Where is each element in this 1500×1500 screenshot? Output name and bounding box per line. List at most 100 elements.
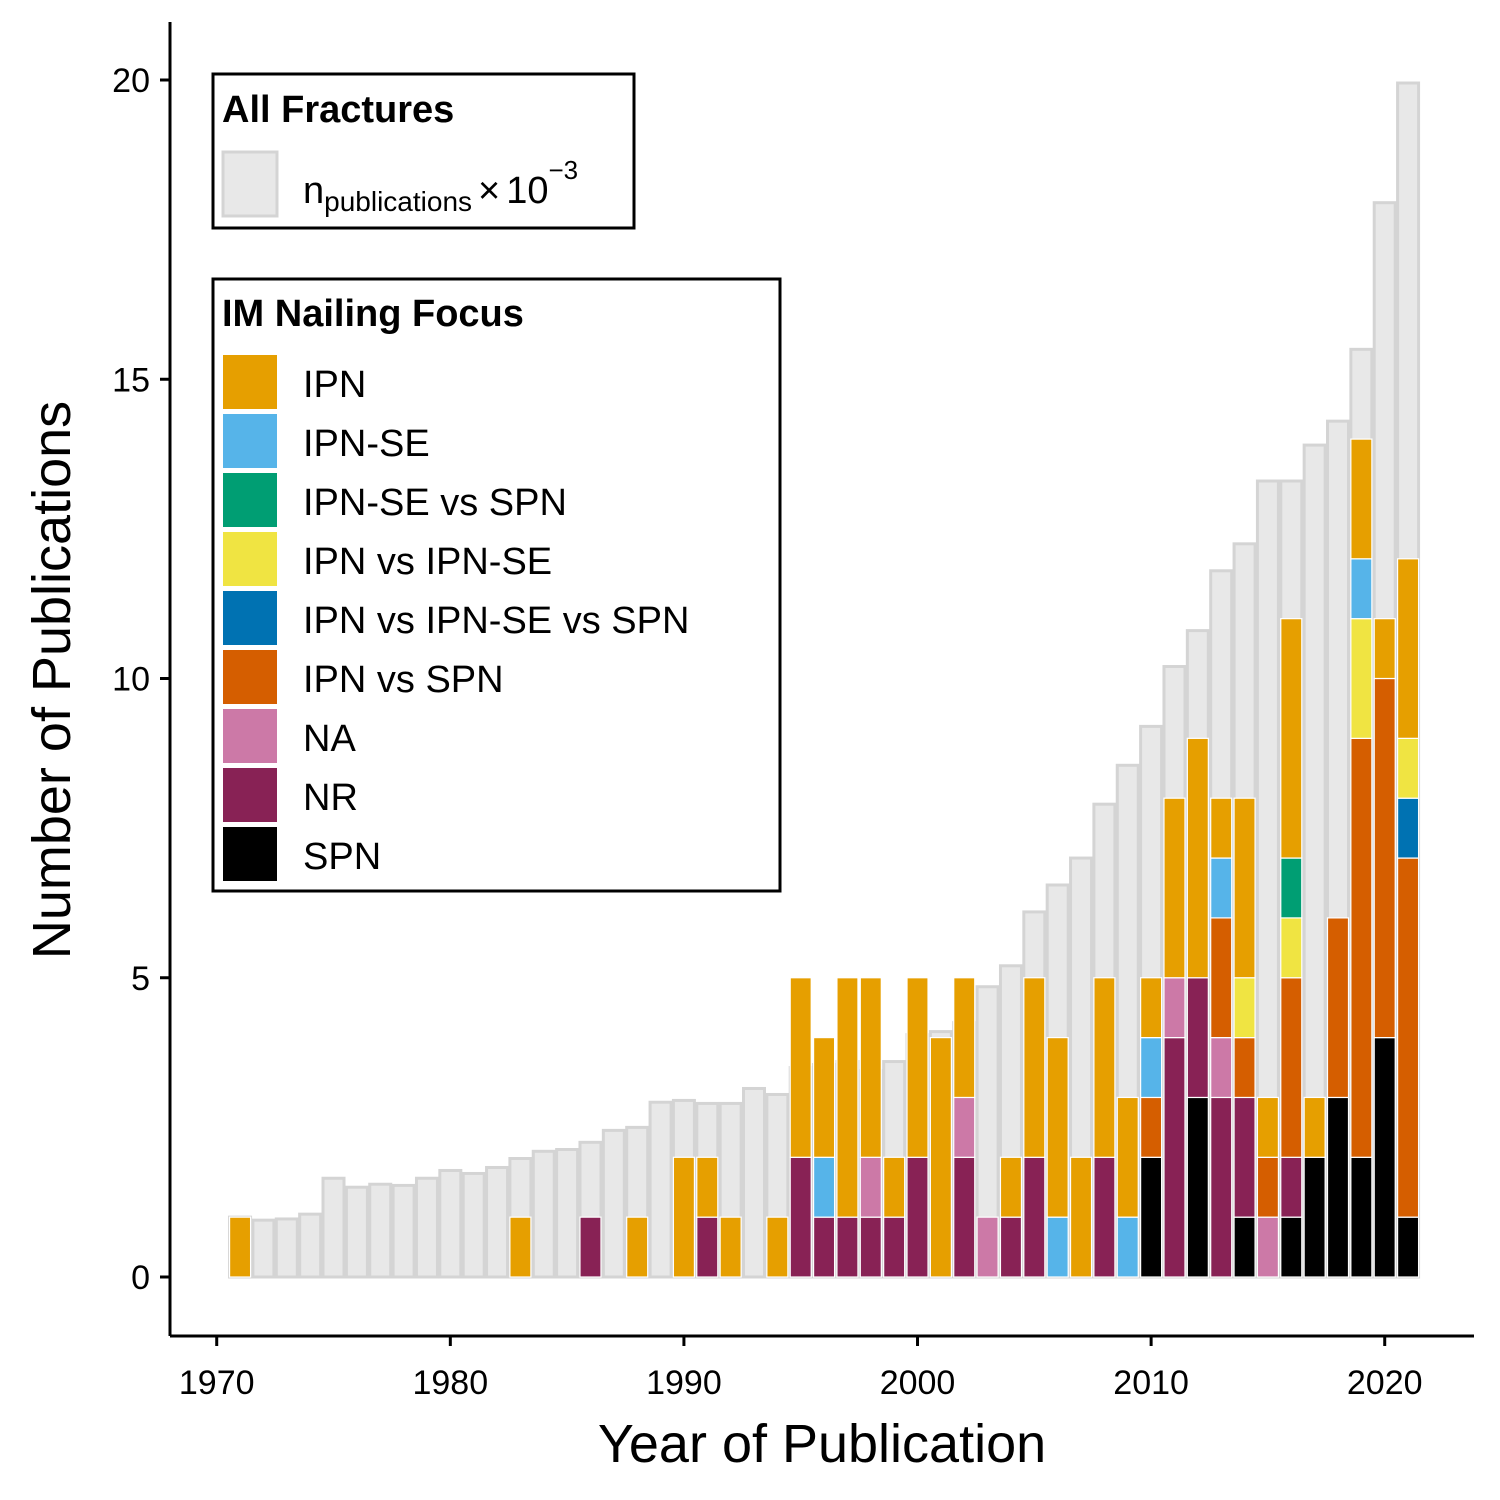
bar-ipn-1997 (836, 977, 859, 1218)
legend-label-ipn-se-vs-spn: IPN-SE vs SPN (303, 482, 567, 524)
bar-ipn-1990 (672, 1156, 696, 1278)
bar-spn-2012 (1186, 1096, 1209, 1278)
bar-spn-2019 (1350, 1156, 1373, 1278)
x-tick-label-2020: 2020 (1347, 1364, 1423, 1402)
bar-nr-1998 (859, 1216, 882, 1278)
legend-all-fractures: All Fractures npublications × 10−3 (211, 72, 636, 230)
legend-im-nailing-box (211, 277, 782, 893)
bar-spn-2010 (1140, 1156, 1163, 1278)
bar-ipn-se-2009 (1116, 1216, 1139, 1278)
bar-nr-1996 (812, 1216, 836, 1278)
bar-ipn-2016 (1280, 618, 1303, 859)
legend-label-ipn-se: IPN-SE (303, 423, 430, 465)
all-fractures-bar-1974 (298, 1212, 323, 1279)
legend-label-na: NA (303, 718, 356, 760)
bar-ipn-2012 (1186, 737, 1209, 979)
y-tick-label-10: 10 (112, 661, 150, 699)
all-fractures-bar-1976 (344, 1185, 369, 1279)
x-ticks-group: 1970 1980 1990 2000 2010 2020 (179, 1336, 1423, 1402)
y-axis-title: Number of Publications (22, 401, 82, 959)
bar-ipn-2021 (1396, 558, 1420, 739)
bar-ipn-2015 (1256, 1096, 1280, 1158)
y-tick-label-20: 20 (112, 62, 150, 100)
bar-ipn-2002 (953, 977, 976, 1099)
bar-nr-2004 (999, 1216, 1023, 1278)
y-ticks-group: 0 5 10 15 20 (112, 62, 170, 1297)
bar-ipn-1999 (883, 1156, 906, 1218)
all-fractures-bar-1975 (321, 1176, 346, 1279)
bar-spn-2016 (1280, 1216, 1303, 1278)
bar-nr-1986 (579, 1216, 602, 1278)
bar-nr-2012 (1186, 977, 1209, 1099)
bar-nr-1999 (883, 1216, 906, 1278)
bar-spn-2020 (1373, 1036, 1396, 1278)
bar-nr-2008 (1093, 1156, 1116, 1278)
y-tick-label-5: 5 (131, 960, 150, 998)
bar-ipn-vs-spn-2013 (1210, 917, 1233, 1039)
legend-label-ipn-vs-ipn-se: IPN vs IPN-SE (303, 541, 552, 583)
bar-ipn-vs-spn-2015 (1256, 1156, 1280, 1218)
bar-ipn-2020 (1373, 618, 1396, 680)
bar-ipn-vs-ipn-se-2019 (1350, 618, 1373, 739)
all-fractures-bar-1987 (601, 1128, 626, 1279)
bar-ipn-vs-spn-2018 (1326, 917, 1350, 1099)
bar-ipn-1996 (812, 1036, 836, 1158)
bar-ipn-2011 (1163, 797, 1186, 979)
label-exp: −3 (549, 155, 579, 185)
bar-nr-2011 (1163, 1036, 1186, 1278)
bar-spn-2018 (1326, 1096, 1350, 1278)
bar-na-1998 (859, 1156, 882, 1218)
legend-swatch-spn (223, 827, 277, 881)
label-sub: publications (324, 186, 472, 217)
all-fractures-bar-1979 (414, 1176, 439, 1279)
bar-ipn-se-2006 (1046, 1216, 1069, 1278)
bar-nr-2016 (1280, 1156, 1303, 1218)
bar-ipn-1998 (859, 977, 882, 1158)
bar-na-2013 (1210, 1036, 1233, 1099)
bar-nr-2014 (1233, 1096, 1256, 1218)
bar-ipn-vs-ipn-se-2014 (1233, 977, 1256, 1039)
bar-ipn-vs-spn-2010 (1140, 1096, 1163, 1158)
legend-swatch-ipn-se (223, 414, 277, 468)
y-tick-label-0: 0 (131, 1259, 150, 1297)
bar-nr-2000 (906, 1156, 929, 1278)
all-fractures-bar-1980 (438, 1168, 463, 1279)
bar-ipn-se-2010 (1140, 1036, 1163, 1099)
legend-swatch-ipn (223, 355, 277, 409)
bar-ipn-vs-spn-2014 (1233, 1036, 1256, 1099)
bar-ipn-vs-ipn-se-2021 (1396, 737, 1420, 799)
all-fractures-bar-1972 (251, 1218, 276, 1279)
bar-nr-2005 (1023, 1156, 1046, 1278)
bar-na-2003 (976, 1216, 999, 1278)
legend-im-nailing-items: IPN IPN-SE IPN-SE vs SPN IPN vs IPN-SE IPN v… (223, 355, 689, 881)
bar-ipn-se-vs-spn-2016 (1280, 857, 1303, 919)
bar-ipn-se-2019 (1350, 558, 1373, 620)
x-tick-label-2010: 2010 (1113, 1364, 1189, 1402)
x-tick-label-1990: 1990 (646, 1364, 722, 1402)
bar-nr-1991 (696, 1216, 719, 1278)
all-fractures-bar-1982 (485, 1165, 510, 1279)
bar-ipn-1994 (766, 1216, 789, 1278)
bar-ipn-1971 (228, 1216, 252, 1278)
bar-spn-2017 (1303, 1156, 1326, 1278)
legend-swatch-ipn-vs-ipn-se-vs-spn (223, 591, 277, 645)
bar-spn-2021 (1396, 1216, 1420, 1278)
bar-ipn-2007 (1069, 1156, 1093, 1278)
bar-ipn-1995 (789, 977, 812, 1158)
bar-ipn-1992 (719, 1216, 742, 1278)
legend-swatch-na (223, 709, 277, 763)
bar-ipn-2010 (1140, 977, 1163, 1039)
legend-all-fractures-box (211, 72, 636, 230)
stacked-bars-group (228, 438, 1420, 1278)
legend-im-nailing-title: IM Nailing Focus (222, 293, 524, 335)
bar-nr-1997 (836, 1216, 859, 1278)
legend-swatch-ipn-vs-spn (223, 650, 277, 704)
bar-ipn-2006 (1046, 1036, 1069, 1218)
label-n: n (303, 170, 324, 212)
bar-ipn-2019 (1350, 438, 1373, 560)
legend-all-fractures-title: All Fractures (222, 89, 454, 131)
bar-ipn-vs-spn-2019 (1350, 737, 1373, 1158)
bar-ipn-2000 (906, 977, 929, 1158)
